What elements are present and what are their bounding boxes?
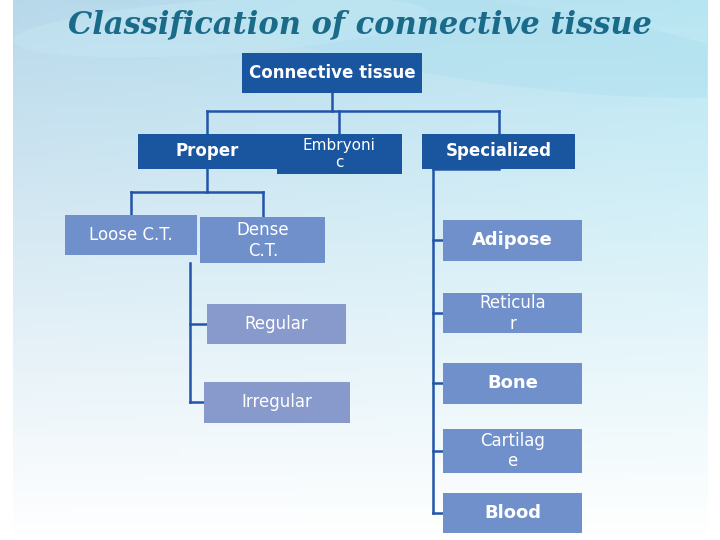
FancyBboxPatch shape bbox=[444, 429, 582, 472]
FancyBboxPatch shape bbox=[242, 53, 423, 93]
Text: Embryoni
c: Embryoni c bbox=[302, 138, 376, 170]
Text: Connective tissue: Connective tissue bbox=[249, 64, 415, 82]
Text: Classification of connective tissue: Classification of connective tissue bbox=[68, 9, 652, 40]
FancyBboxPatch shape bbox=[444, 220, 582, 260]
Text: Blood: Blood bbox=[485, 504, 541, 522]
Text: Loose C.T.: Loose C.T. bbox=[89, 226, 173, 244]
FancyBboxPatch shape bbox=[444, 293, 582, 333]
Text: Irregular: Irregular bbox=[241, 393, 312, 411]
Text: Proper: Proper bbox=[176, 142, 239, 160]
Text: Cartilag
e: Cartilag e bbox=[480, 431, 545, 470]
FancyBboxPatch shape bbox=[200, 217, 325, 263]
FancyBboxPatch shape bbox=[138, 134, 276, 168]
Ellipse shape bbox=[225, 0, 720, 98]
FancyBboxPatch shape bbox=[204, 382, 350, 422]
FancyBboxPatch shape bbox=[276, 134, 402, 174]
Text: Dense
C.T.: Dense C.T. bbox=[236, 221, 289, 260]
Text: Specialized: Specialized bbox=[446, 142, 552, 160]
Text: Adipose: Adipose bbox=[472, 231, 553, 249]
FancyBboxPatch shape bbox=[207, 303, 346, 345]
Text: Bone: Bone bbox=[487, 374, 538, 393]
Text: Regular: Regular bbox=[245, 315, 309, 333]
Text: Reticula
r: Reticula r bbox=[480, 294, 546, 333]
Ellipse shape bbox=[14, 0, 428, 57]
FancyBboxPatch shape bbox=[444, 363, 582, 404]
FancyBboxPatch shape bbox=[423, 134, 575, 168]
FancyBboxPatch shape bbox=[65, 215, 197, 255]
FancyBboxPatch shape bbox=[444, 492, 582, 534]
